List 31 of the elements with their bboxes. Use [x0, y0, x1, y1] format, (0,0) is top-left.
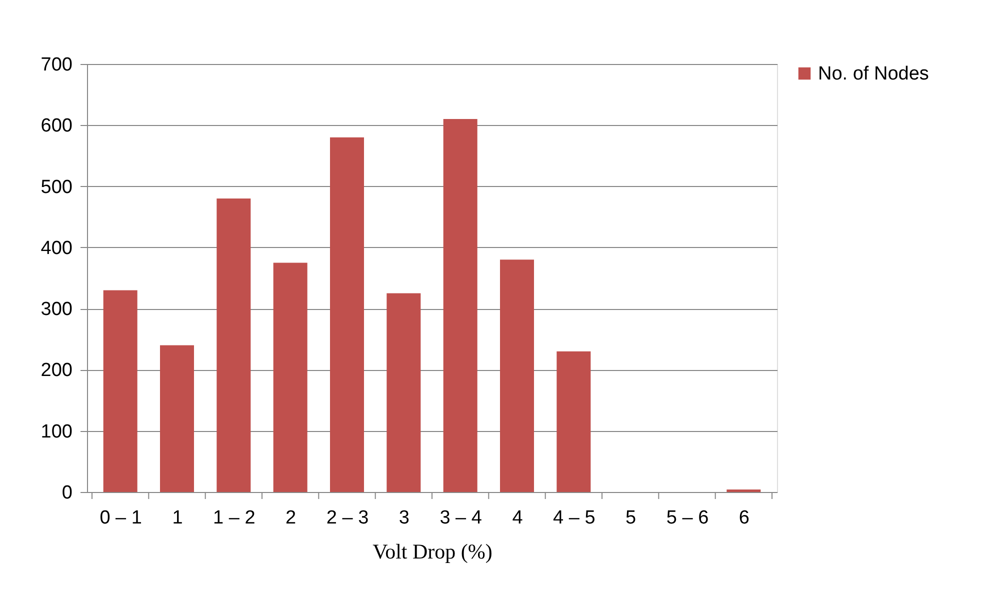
x-tick-label: 2 — [286, 508, 296, 528]
y-tick-label: 100 — [40, 421, 72, 442]
y-tick-label: 400 — [40, 238, 72, 259]
x-tick-label: 3 — [398, 508, 410, 528]
y-tick-label: 0 — [62, 482, 72, 504]
x-tick-label: 1 — [172, 508, 183, 528]
bar — [160, 345, 194, 492]
y-tick-label: 300 — [40, 299, 72, 320]
bar — [386, 293, 421, 492]
x-tick-label: 0 – 1 — [100, 508, 142, 528]
x-tick-label: 1 – 2 — [213, 508, 256, 528]
bar — [500, 260, 534, 492]
x-tick-label: 4 – 5 — [553, 508, 596, 528]
bar — [103, 290, 138, 492]
y-tick-label: 600 — [40, 116, 72, 137]
bar — [556, 351, 591, 492]
legend-label: No. of Nodes — [818, 64, 929, 84]
x-axis-title: Volt Drop (%) — [372, 540, 492, 564]
y-tick-label: 200 — [40, 360, 72, 382]
bar — [330, 137, 364, 492]
x-tick-label: 6 — [738, 508, 750, 528]
x-tick-label: 3 – 4 — [440, 508, 482, 528]
bar — [216, 198, 251, 492]
x-tick-label: 2 – 3 — [326, 508, 369, 528]
bar — [443, 119, 478, 492]
bar — [273, 262, 308, 492]
x-tick-label: 5 – 6 — [666, 508, 709, 528]
y-tick-label: 500 — [40, 176, 72, 198]
x-tick-label: 5 — [626, 508, 636, 528]
x-tick-label: 4 — [512, 508, 524, 528]
y-tick-label: 700 — [40, 54, 72, 76]
